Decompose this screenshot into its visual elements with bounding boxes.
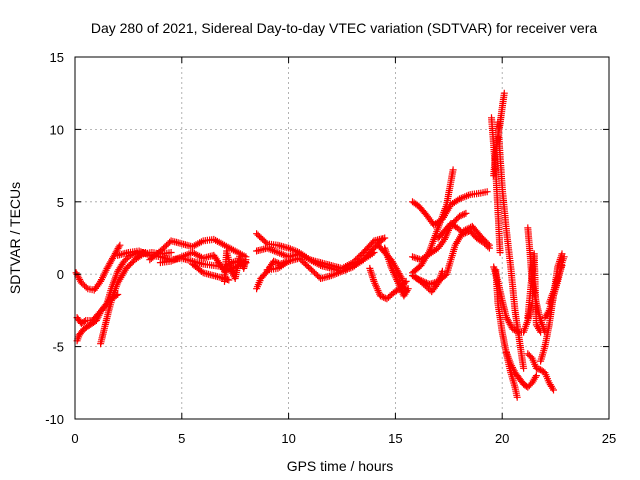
data-point-markers xyxy=(434,220,493,252)
chart-title: Day 280 of 2021, Sidereal Day-to-day VTE… xyxy=(91,20,597,36)
plot-area xyxy=(72,89,568,401)
data-point-markers xyxy=(545,262,566,307)
data-point-markers xyxy=(409,188,491,229)
data-trace xyxy=(72,241,124,294)
data-point-markers xyxy=(409,267,446,296)
data-point-markers xyxy=(221,247,250,285)
plot-frame xyxy=(74,56,610,420)
data-point-markers xyxy=(524,350,557,394)
x-tick-label: 15 xyxy=(388,431,402,446)
data-point-markers xyxy=(72,241,124,294)
data-point-markers xyxy=(381,244,412,300)
y-tick-labels: -10 -5 0 5 10 15 xyxy=(45,50,64,427)
data-trace xyxy=(221,247,250,285)
data-trace xyxy=(545,262,566,307)
data-trace xyxy=(381,244,412,300)
data-trace xyxy=(263,235,387,282)
data-trace xyxy=(488,114,504,256)
data-trace xyxy=(409,209,470,264)
y-tick-label: -5 xyxy=(52,340,64,355)
x-tick-labels: 0 5 10 15 20 25 xyxy=(71,431,616,446)
data-trace xyxy=(503,348,540,391)
data-trace xyxy=(409,267,446,296)
x-tick-label: 5 xyxy=(178,431,185,446)
x-tick-label: 20 xyxy=(495,431,509,446)
data-trace xyxy=(434,220,493,252)
data-point-markers xyxy=(524,224,549,336)
y-axis-label: SDTVAR / TECUs xyxy=(7,182,23,294)
data-trace xyxy=(146,235,250,264)
series-sdtvar xyxy=(72,89,568,401)
data-point-markers xyxy=(409,209,470,264)
data-trace xyxy=(409,188,491,229)
y-tick-label: 5 xyxy=(57,195,64,210)
data-point-markers xyxy=(494,118,528,372)
data-point-markers xyxy=(488,114,504,256)
y-tick-label: 15 xyxy=(50,50,64,65)
data-trace xyxy=(494,118,528,372)
data-point-markers xyxy=(503,348,540,391)
y-tick-label: 0 xyxy=(57,267,64,282)
x-axis-label: GPS time / hours xyxy=(287,458,394,474)
data-trace xyxy=(524,224,549,336)
data-trace xyxy=(524,350,557,394)
x-tick-label: 25 xyxy=(602,431,616,446)
x-tick-label: 0 xyxy=(71,431,78,446)
data-point-markers xyxy=(263,235,387,282)
x-tick-label: 10 xyxy=(281,431,295,446)
y-tick-label: 10 xyxy=(50,122,64,137)
y-tick-label: -10 xyxy=(45,412,64,427)
data-point-markers xyxy=(146,235,250,264)
tick-marks xyxy=(74,56,610,420)
